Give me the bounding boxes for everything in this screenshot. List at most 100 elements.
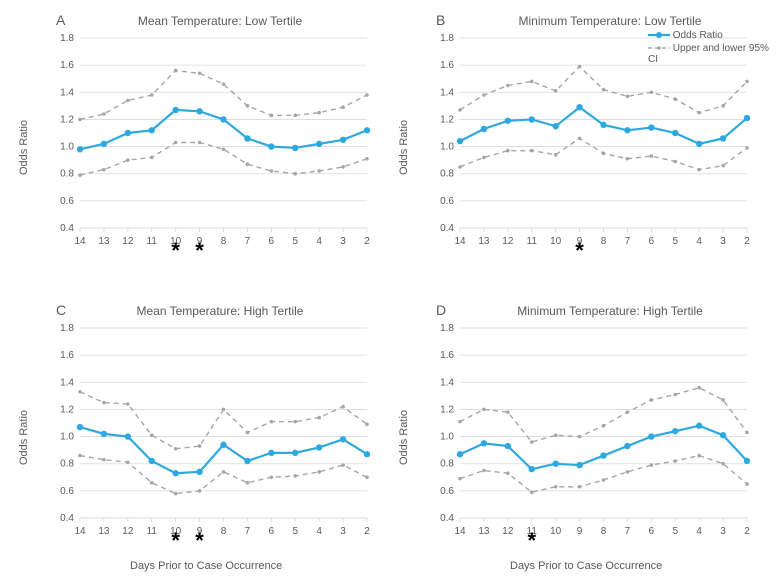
svg-text:12: 12 — [122, 526, 134, 537]
panel-title-a: Mean Temperature: Low Tertile — [110, 14, 330, 28]
svg-text:1.0: 1.0 — [440, 142, 454, 153]
svg-text:*: * — [195, 238, 204, 260]
svg-text:1.0: 1.0 — [60, 142, 74, 153]
panel-title-b: Minimum Temperature: Low Tertile — [490, 14, 730, 28]
svg-text:0.8: 0.8 — [60, 169, 74, 180]
svg-text:1.2: 1.2 — [440, 404, 454, 415]
svg-text:5: 5 — [672, 526, 678, 537]
svg-text:0.6: 0.6 — [60, 196, 74, 207]
ylabel-a: Odds Ratio — [18, 120, 30, 175]
panel-label-d: D — [436, 302, 446, 318]
svg-text:*: * — [171, 528, 180, 550]
panel-label-b: B — [436, 12, 445, 28]
svg-text:1.6: 1.6 — [440, 60, 454, 71]
svg-text:0.4: 0.4 — [60, 223, 74, 234]
svg-text:0.8: 0.8 — [60, 459, 74, 470]
svg-text:*: * — [195, 528, 204, 550]
svg-text:3: 3 — [340, 526, 346, 537]
legend-label-or: Odds Ratio — [673, 30, 723, 41]
svg-text:1.8: 1.8 — [60, 33, 74, 44]
svg-text:14: 14 — [74, 236, 86, 247]
svg-text:10: 10 — [550, 236, 562, 247]
svg-text:1.0: 1.0 — [60, 432, 74, 443]
svg-text:4: 4 — [316, 236, 322, 247]
ylabel-b: Odds Ratio — [398, 120, 410, 175]
svg-text:11: 11 — [147, 526, 158, 537]
svg-text:1.6: 1.6 — [60, 350, 74, 361]
svg-text:7: 7 — [625, 236, 631, 247]
legend-swatch-or — [648, 30, 670, 40]
svg-text:0.8: 0.8 — [440, 169, 454, 180]
svg-text:*: * — [171, 238, 180, 260]
svg-text:11: 11 — [147, 236, 158, 247]
svg-text:1.0: 1.0 — [440, 432, 454, 443]
svg-text:0.6: 0.6 — [440, 486, 454, 497]
chart-svg-c: 0.40.60.81.01.21.41.61.81413121110987654… — [45, 300, 375, 550]
svg-text:6: 6 — [649, 236, 655, 247]
svg-text:1.2: 1.2 — [60, 114, 74, 125]
panel-label-a: A — [56, 12, 65, 28]
panel-label-c: C — [56, 302, 66, 318]
legend-item-or: Odds Ratio — [648, 30, 778, 41]
svg-text:1.8: 1.8 — [60, 323, 74, 334]
svg-text:4: 4 — [316, 526, 322, 537]
xlabel-c: Days Prior to Case Occurrence — [130, 560, 282, 572]
svg-text:*: * — [527, 528, 536, 550]
svg-text:1.4: 1.4 — [440, 377, 454, 388]
svg-text:7: 7 — [245, 236, 251, 247]
svg-text:1.4: 1.4 — [60, 87, 74, 98]
svg-text:2: 2 — [744, 236, 750, 247]
svg-text:6: 6 — [269, 526, 275, 537]
legend-item-ci: Upper and lower 95% CI — [648, 43, 778, 65]
svg-text:6: 6 — [649, 526, 655, 537]
svg-text:10: 10 — [550, 526, 562, 537]
svg-text:14: 14 — [454, 526, 466, 537]
panel-title-d: Minimum Temperature: High Tertile — [490, 304, 730, 318]
svg-text:1.2: 1.2 — [440, 114, 454, 125]
svg-text:6: 6 — [269, 236, 275, 247]
svg-text:1.4: 1.4 — [60, 377, 74, 388]
legend: Odds Ratio Upper and lower 95% CI — [648, 30, 778, 65]
svg-text:1.6: 1.6 — [440, 350, 454, 361]
svg-text:1.4: 1.4 — [440, 87, 454, 98]
panel-c: 0.40.60.81.01.21.41.61.81413121110987654… — [45, 300, 375, 550]
svg-text:0.4: 0.4 — [440, 223, 454, 234]
svg-text:9: 9 — [577, 526, 583, 537]
svg-text:8: 8 — [221, 236, 227, 247]
svg-text:11: 11 — [527, 236, 538, 247]
panel-a: 0.40.60.81.01.21.41.61.81413121110987654… — [45, 10, 375, 260]
svg-text:12: 12 — [122, 236, 134, 247]
svg-text:1.6: 1.6 — [60, 60, 74, 71]
svg-text:12: 12 — [502, 236, 514, 247]
chart-svg-a: 0.40.60.81.01.21.41.61.81413121110987654… — [45, 10, 375, 260]
svg-text:1.8: 1.8 — [440, 33, 454, 44]
chart-svg-d: 0.40.60.81.01.21.41.61.81413121110987654… — [425, 300, 755, 550]
xlabel-d: Days Prior to Case Occurrence — [510, 560, 662, 572]
svg-text:13: 13 — [98, 236, 110, 247]
svg-text:2: 2 — [364, 526, 370, 537]
ylabel-c: Odds Ratio — [18, 410, 30, 465]
svg-text:14: 14 — [74, 526, 86, 537]
svg-text:2: 2 — [364, 236, 370, 247]
svg-text:0.6: 0.6 — [440, 196, 454, 207]
svg-text:*: * — [575, 238, 584, 260]
panel-d: 0.40.60.81.01.21.41.61.81413121110987654… — [425, 300, 755, 550]
svg-text:0.4: 0.4 — [440, 513, 454, 524]
svg-text:14: 14 — [454, 236, 466, 247]
svg-text:4: 4 — [696, 526, 702, 537]
svg-text:0.8: 0.8 — [440, 459, 454, 470]
ylabel-d: Odds Ratio — [398, 410, 410, 465]
svg-text:12: 12 — [502, 526, 514, 537]
svg-text:8: 8 — [601, 236, 607, 247]
svg-text:5: 5 — [292, 236, 298, 247]
svg-text:2: 2 — [744, 526, 750, 537]
panel-title-c: Mean Temperature: High Tertile — [110, 304, 330, 318]
svg-text:3: 3 — [340, 236, 346, 247]
svg-text:1.8: 1.8 — [440, 323, 454, 334]
svg-text:13: 13 — [98, 526, 110, 537]
svg-text:5: 5 — [292, 526, 298, 537]
svg-text:7: 7 — [245, 526, 251, 537]
svg-text:4: 4 — [696, 236, 702, 247]
svg-text:3: 3 — [720, 236, 726, 247]
svg-text:7: 7 — [625, 526, 631, 537]
